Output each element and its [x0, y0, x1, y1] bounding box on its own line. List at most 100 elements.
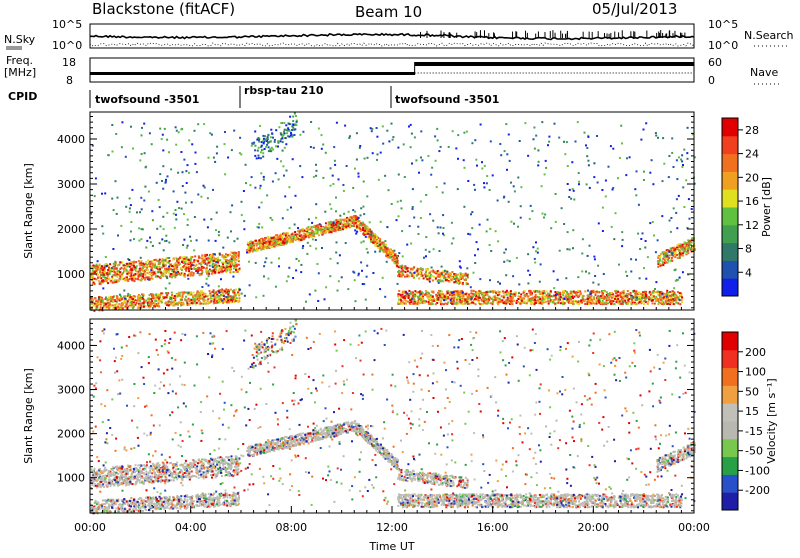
range-gate-cell [99, 266, 101, 268]
range-gate-cell [674, 252, 676, 254]
range-gate-cell [256, 250, 258, 252]
range-gate-cell [518, 295, 520, 297]
range-gate-cell [208, 275, 210, 277]
range-gate-cell [150, 269, 152, 271]
range-gate-cell [507, 302, 509, 304]
range-gate-cell [444, 296, 446, 298]
range-gate-cell [330, 208, 332, 210]
range-gate-cell [562, 303, 564, 305]
range-gate-cell [397, 262, 399, 264]
range-gate-cell [152, 245, 154, 247]
range-gate-cell [540, 291, 542, 293]
range-gate-cell [413, 272, 415, 274]
range-gate-cell [194, 255, 196, 257]
range-gate-cell [411, 268, 413, 270]
range-gate-cell [162, 165, 164, 167]
range-gate-cell [376, 237, 378, 239]
range-gate-cell [366, 248, 368, 250]
range-gate-cell [237, 300, 239, 302]
range-gate-cell [427, 155, 429, 157]
range-gate-cell [593, 162, 595, 164]
range-gate-cell [345, 242, 347, 244]
range-gate-cell [283, 233, 285, 235]
range-gate-cell [654, 303, 656, 305]
range-gate-cell [604, 302, 606, 304]
range-gate-cell [530, 205, 532, 207]
range-gate-cell [134, 266, 136, 268]
range-gate-cell [190, 240, 192, 242]
range-gate-cell [661, 301, 663, 303]
range-gate-cell [319, 229, 321, 231]
range-gate-cell [533, 127, 535, 129]
range-gate-cell [675, 297, 677, 299]
range-gate-cell [195, 265, 197, 267]
range-gate-cell [215, 269, 217, 271]
range-gate-cell [160, 225, 162, 227]
range-gate-cell [163, 228, 165, 230]
range-gate-cell [386, 261, 388, 263]
range-gate-cell [162, 149, 164, 151]
range-gate-cell [260, 172, 262, 174]
range-gate-cell [246, 251, 248, 253]
range-gate-cell [489, 189, 491, 191]
range-gate-cell [494, 299, 496, 301]
range-gate-cell [445, 279, 447, 281]
range-gate-cell [534, 303, 536, 305]
range-gate-cell [155, 276, 157, 278]
range-gate-cell [120, 261, 122, 263]
range-gate-cell [400, 299, 402, 301]
range-gate-cell [216, 298, 218, 300]
range-gate-cell [225, 259, 227, 261]
range-gate-cell [405, 303, 407, 305]
range-gate-cell [256, 248, 258, 250]
range-gate-cell [510, 182, 512, 184]
range-gate-cell [321, 148, 323, 150]
range-gate-cell [128, 263, 130, 265]
range-gate-cell [591, 301, 593, 303]
range-gate-cell [662, 251, 664, 253]
range-gate-cell [177, 271, 179, 273]
range-gate-cell [483, 186, 485, 188]
range-gate-cell [592, 291, 594, 293]
range-gate-cell [130, 268, 132, 270]
range-gate-cell [116, 213, 118, 215]
range-gate-cell [302, 131, 304, 133]
range-gate-cell [474, 189, 476, 191]
range-gate-cell [188, 268, 190, 270]
range-gate-cell [123, 264, 125, 266]
range-gate-cell [455, 295, 457, 297]
range-gate-cell [542, 290, 544, 292]
range-gate-cell [425, 271, 427, 273]
range-gate-cell [467, 283, 469, 285]
range-gate-cell [500, 154, 502, 156]
range-gate-cell [655, 300, 657, 302]
nave-tick-low: 0 [708, 74, 715, 87]
range-gate-cell [512, 275, 514, 277]
range-gate-cell [518, 292, 520, 294]
range-gate-cell [186, 301, 188, 303]
range-gate-cell [231, 149, 233, 151]
range-gate-cell [668, 176, 670, 178]
range-gate-cell [249, 184, 251, 186]
range-gate-cell [432, 280, 434, 282]
range-gate-cell [213, 260, 215, 262]
range-gate-cell [397, 271, 399, 273]
range-gate-cell [172, 302, 174, 304]
range-gate-cell [312, 234, 314, 236]
range-gate-cell [239, 268, 241, 270]
range-gate-cell [360, 214, 362, 216]
range-gate-cell [299, 231, 301, 233]
range-gate-cell [418, 268, 420, 270]
range-gate-cell [623, 296, 625, 298]
range-gate-cell [125, 206, 127, 208]
range-gate-cell [294, 224, 296, 226]
range-gate-cell [129, 303, 131, 305]
range-gate-cell [135, 278, 137, 280]
range-gate-cell [454, 290, 456, 292]
range-gate-cell [135, 261, 137, 263]
range-gate-cell [121, 275, 123, 277]
range-gate-cell [466, 131, 468, 133]
range-gate-cell [613, 238, 615, 240]
range-gate-cell [295, 195, 297, 197]
range-gate-cell [506, 153, 508, 155]
